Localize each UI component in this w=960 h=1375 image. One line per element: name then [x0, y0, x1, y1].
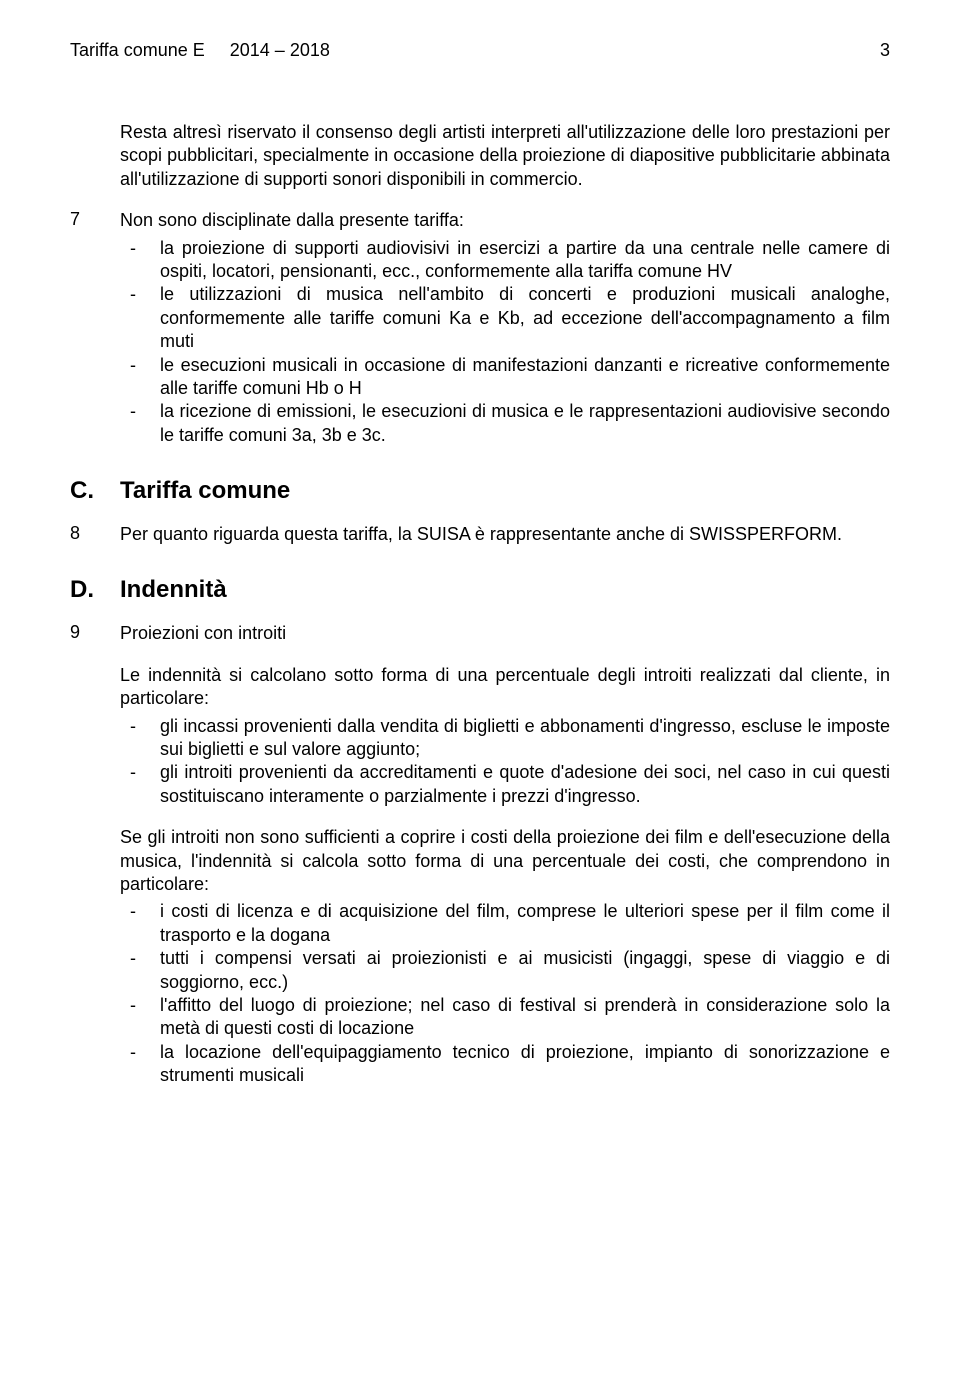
bullet-text: i costi di licenza e di acquisizione del… — [160, 900, 890, 947]
section-letter: C. — [70, 477, 120, 505]
bullet-dash: - — [120, 237, 160, 284]
section-number: 7 — [70, 209, 120, 447]
list-item: - le utilizzazioni di musica nell'ambito… — [120, 283, 890, 353]
page-number: 3 — [880, 40, 890, 61]
section-9-p2: Se gli introiti non sono sufficienti a c… — [120, 826, 890, 896]
section-d-heading: D. Indennità — [70, 576, 890, 604]
section-9-bullets2: - i costi di licenza e di acquisizione d… — [120, 900, 890, 1087]
list-item: - la locazione dell'equipaggiamento tecn… — [120, 1041, 890, 1088]
section-9-bullets1: - gli incassi provenienti dalla vendita … — [120, 715, 890, 809]
bullet-text: l'affitto del luogo di proiezione; nel c… — [160, 994, 890, 1041]
doc-title: Tariffa comune E — [70, 40, 205, 60]
list-item: - le esecuzioni musicali in occasione di… — [120, 354, 890, 401]
bullet-text: la locazione dell'equipaggiamento tecnic… — [160, 1041, 890, 1088]
list-item: - gli introiti provenienti da accreditam… — [120, 761, 890, 808]
section-7-content: Non sono disciplinate dalla presente tar… — [120, 209, 890, 447]
section-8-content: Per quanto riguarda questa tariffa, la S… — [120, 523, 890, 546]
bullet-dash: - — [120, 900, 160, 947]
section-number: 9 — [70, 622, 120, 1087]
intro-paragraph: Resta altresì riservato il consenso degl… — [120, 121, 890, 191]
list-item: - i costi di licenza e di acquisizione d… — [120, 900, 890, 947]
section-7: 7 Non sono disciplinate dalla presente t… — [70, 209, 890, 447]
section-title: Tariffa comune — [120, 477, 290, 505]
bullet-text: le esecuzioni musicali in occasione di m… — [160, 354, 890, 401]
doc-years: 2014 – 2018 — [230, 40, 330, 60]
section-7-bullets: - la proiezione di supporti audiovisivi … — [120, 237, 890, 448]
section-letter: D. — [70, 576, 120, 604]
list-item: - gli incassi provenienti dalla vendita … — [120, 715, 890, 762]
section-c-heading: C. Tariffa comune — [70, 477, 890, 505]
section-9-intro: Proiezioni con introiti — [120, 622, 890, 645]
section-9: 9 Proiezioni con introiti Le indennità s… — [70, 622, 890, 1087]
section-9-content: Proiezioni con introiti Le indennità si … — [120, 622, 890, 1087]
list-item: - tutti i compensi versati ai proiezioni… — [120, 947, 890, 994]
section-title: Indennità — [120, 576, 227, 604]
bullet-dash: - — [120, 354, 160, 401]
list-item: - la proiezione di supporti audiovisivi … — [120, 237, 890, 284]
section-8-text: Per quanto riguarda questa tariffa, la S… — [120, 523, 890, 546]
bullet-dash: - — [120, 1041, 160, 1088]
section-8: 8 Per quanto riguarda questa tariffa, la… — [70, 523, 890, 546]
bullet-dash: - — [120, 761, 160, 808]
page-header: Tariffa comune E 2014 – 2018 3 — [70, 40, 890, 61]
bullet-dash: - — [120, 994, 160, 1041]
section-9-p1: Le indennità si calcolano sotto forma di… — [120, 664, 890, 711]
bullet-dash: - — [120, 947, 160, 994]
section-number: 8 — [70, 523, 120, 546]
bullet-dash: - — [120, 283, 160, 353]
list-item: - l'affitto del luogo di proiezione; nel… — [120, 994, 890, 1041]
header-left: Tariffa comune E 2014 – 2018 — [70, 40, 330, 61]
bullet-text: le utilizzazioni di musica nell'ambito d… — [160, 283, 890, 353]
bullet-text: la proiezione di supporti audiovisivi in… — [160, 237, 890, 284]
bullet-text: la ricezione di emissioni, le esecuzioni… — [160, 400, 890, 447]
section-7-intro: Non sono disciplinate dalla presente tar… — [120, 209, 890, 232]
list-item: - la ricezione di emissioni, le esecuzio… — [120, 400, 890, 447]
bullet-text: tutti i compensi versati ai proiezionist… — [160, 947, 890, 994]
bullet-dash: - — [120, 400, 160, 447]
bullet-text: gli introiti provenienti da accreditamen… — [160, 761, 890, 808]
bullet-dash: - — [120, 715, 160, 762]
bullet-text: gli incassi provenienti dalla vendita di… — [160, 715, 890, 762]
